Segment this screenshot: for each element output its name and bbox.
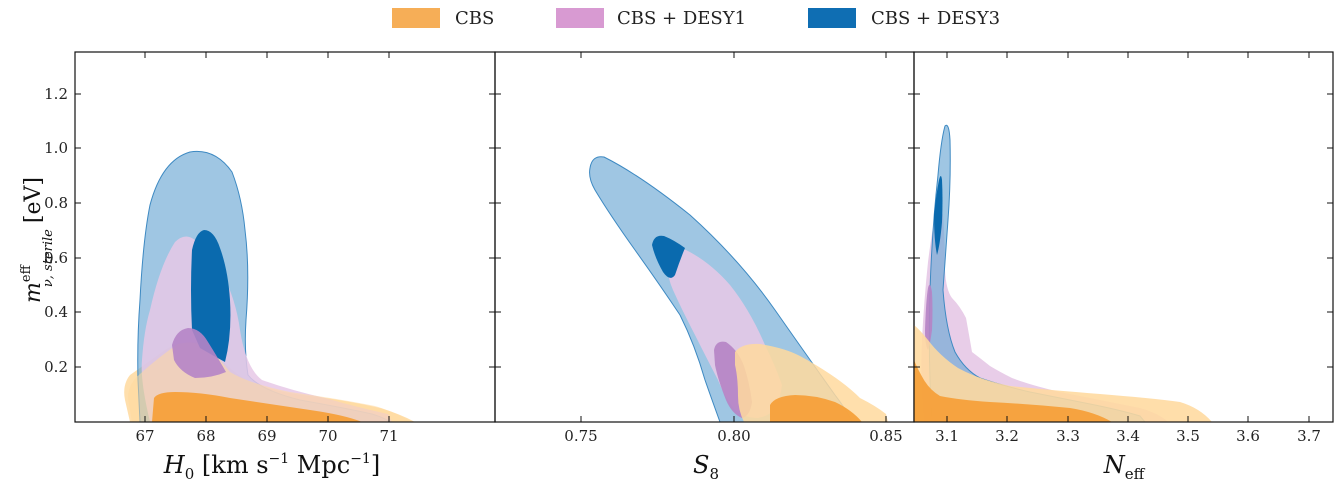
y-tick-label: 0.8 <box>44 194 68 212</box>
legend-swatch-cbs <box>392 8 440 28</box>
x-tick-label: 3.6 <box>1236 427 1260 445</box>
x-tick-label: 3.1 <box>935 427 959 445</box>
x-tick-label: 3.5 <box>1176 427 1200 445</box>
y-tick-labels: 0.2 0.4 0.6 0.8 1.0 1.2 <box>44 85 68 376</box>
contour-cbs-1sigma <box>770 395 862 422</box>
contour-desy1-1sigma <box>172 328 226 378</box>
y-tick-label: 0.2 <box>44 358 68 376</box>
x-tick-label: 69 <box>257 427 276 445</box>
contour-cbs-2sigma <box>914 325 1212 422</box>
x-tick-label: 3.2 <box>995 427 1019 445</box>
panel-neff-contours <box>914 124 1212 422</box>
y-tick-label: 0.6 <box>44 249 68 267</box>
y-axis-label: meff ν, sterile[eV] <box>19 177 56 303</box>
y-ticks <box>914 93 1333 368</box>
x-tick-label: 70 <box>318 427 337 445</box>
legend-label-cbs: CBS <box>455 8 494 29</box>
contour-desy1-1sigma <box>925 284 933 350</box>
contour-desy3-1sigma <box>934 176 943 255</box>
contour-cbs-1sigma <box>914 360 1112 422</box>
panel-neff: 3.1 3.2 3.3 3.4 3.5 3.6 3.7 Neff <box>913 51 1334 483</box>
contour-desy3-1sigma <box>652 235 685 278</box>
x-tick-label: 71 <box>379 427 398 445</box>
x-tick-label: 0.75 <box>564 427 597 445</box>
x-tick-labels: 3.1 3.2 3.3 3.4 3.5 3.6 3.7 <box>935 427 1321 445</box>
legend-label-cbs-desy3: CBS + DESY3 <box>871 8 1000 29</box>
x-ticks <box>580 52 887 422</box>
legend-swatch-cbs-desy3 <box>808 8 856 28</box>
x-tick-labels: 0.75 0.80 0.85 <box>564 427 902 445</box>
legend-label-cbs-desy1: CBS + DESY1 <box>617 8 746 29</box>
y-ticks <box>495 93 914 368</box>
panel-h0-contours <box>124 150 415 422</box>
contour-desy1-2sigma <box>921 209 1168 422</box>
y-tick-label: 0.4 <box>44 303 68 321</box>
y-ticks <box>75 93 495 368</box>
y-tick-label: 1.0 <box>44 139 68 157</box>
x-ticks <box>144 52 390 422</box>
x-tick-label: 3.3 <box>1056 427 1080 445</box>
x-tick-label: 0.80 <box>717 427 750 445</box>
panel-s8-contours <box>589 156 888 422</box>
x-tick-label: 68 <box>196 427 215 445</box>
panel-neff-frame <box>913 51 1334 423</box>
x-tick-label: 3.7 <box>1297 427 1321 445</box>
x-ticks <box>946 52 1310 422</box>
contour-cbs-1sigma <box>152 392 362 422</box>
panel-s8: 0.75 0.80 0.85 S8 <box>494 51 915 483</box>
x-tick-label: 0.85 <box>869 427 902 445</box>
contour-desy3-1sigma <box>191 230 231 362</box>
x-axis-label-neff: Neff <box>1103 451 1146 483</box>
panel-h0: 0.2 0.4 0.6 0.8 1.0 1.2 67 68 69 70 71 H… <box>44 51 496 483</box>
x-tick-labels: 67 68 69 70 71 <box>135 427 398 445</box>
x-axis-label-h0: H0 [km s−1 Mpc−1] <box>163 451 380 483</box>
legend: CBS CBS + DESY1 CBS + DESY3 <box>392 8 1000 29</box>
legend-swatch-cbs-desy1 <box>556 8 604 28</box>
y-tick-label: 1.2 <box>44 85 68 103</box>
x-tick-label: 3.4 <box>1116 427 1140 445</box>
x-axis-label-s8: S8 <box>693 451 719 483</box>
x-tick-label: 67 <box>135 427 154 445</box>
